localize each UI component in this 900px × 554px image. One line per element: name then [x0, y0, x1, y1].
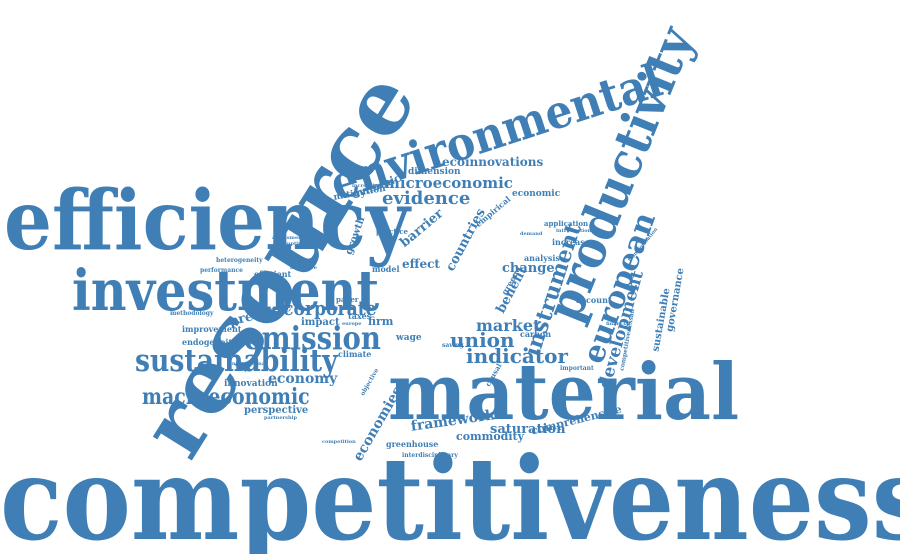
word-corporate: corporate	[283, 296, 377, 320]
word-evidence: evidence	[382, 188, 471, 209]
word-methodology: methodology	[170, 310, 214, 317]
word-disruptive: disruptive	[276, 241, 305, 247]
word-important: important	[560, 365, 594, 372]
word-partnership: partnership	[264, 415, 297, 421]
word-commodity: commodity	[456, 430, 524, 443]
word-economic: economic	[512, 189, 561, 199]
word-change: change	[502, 261, 555, 276]
word-macroeconomic: macroeconomic	[142, 384, 310, 410]
word-interdisciplinary: interdisciplinary	[402, 452, 458, 459]
word-account: account	[576, 295, 612, 305]
word-ecoinnovations: ecoinnovations	[442, 155, 544, 169]
word-economy: economy	[268, 371, 338, 387]
word-literature: literature	[290, 265, 317, 271]
word-wage: wage	[396, 333, 422, 343]
word-innovation: innovation	[224, 379, 278, 389]
word-demand: demand	[520, 231, 543, 237]
word-saturation: saturation	[490, 422, 566, 437]
word-dimension: dimension	[408, 167, 461, 177]
word-carbon: carbon	[520, 329, 552, 339]
word-introduction: introduction	[556, 228, 592, 234]
word-emission: emission	[244, 319, 381, 357]
word-paper: paper	[336, 295, 359, 304]
word-objective: objective	[359, 367, 381, 397]
word-microeconomic: microeconomic	[384, 174, 513, 192]
word-europe: europe	[342, 321, 362, 327]
word-perspective: perspective	[244, 405, 309, 416]
word-competition: competition	[322, 439, 356, 445]
word-assessment: assessment	[272, 235, 305, 241]
word-market: market	[476, 316, 541, 335]
word-efficient: efficient	[254, 269, 292, 279]
word-competitiveness: competitiveness	[0, 432, 900, 554]
word-indicator: indicator	[466, 344, 568, 368]
word-improvement: improvement	[182, 324, 242, 334]
word-efficiency: efficiency	[4, 173, 410, 269]
word-international: international	[230, 361, 267, 367]
word-model: model	[372, 264, 400, 274]
word-climate: climate	[338, 349, 372, 359]
word-effect: effect	[402, 257, 440, 271]
word-firm: firm	[368, 315, 394, 328]
word-material: material	[388, 347, 740, 438]
word-increasing: increasing	[352, 183, 382, 189]
word-endogeneity: endogeneity	[182, 337, 237, 347]
word-practice: practice	[376, 227, 408, 236]
word-application: application	[544, 219, 589, 228]
word-financial: financial	[606, 321, 631, 327]
word-sustainability: sustainability	[135, 343, 338, 379]
word-heterogeneity: heterogeneity	[216, 257, 263, 264]
word-increase: increase	[552, 237, 590, 247]
word-saving: saving	[442, 342, 464, 349]
word-performance: performance	[200, 267, 243, 274]
word-analysis: analysis	[524, 253, 560, 263]
word-greenhouse: greenhouse	[386, 439, 439, 449]
word-union: union	[450, 328, 515, 352]
word-taxes: taxes	[348, 311, 372, 321]
word-impact: impact	[301, 317, 340, 328]
word-investment: investment	[72, 258, 380, 324]
